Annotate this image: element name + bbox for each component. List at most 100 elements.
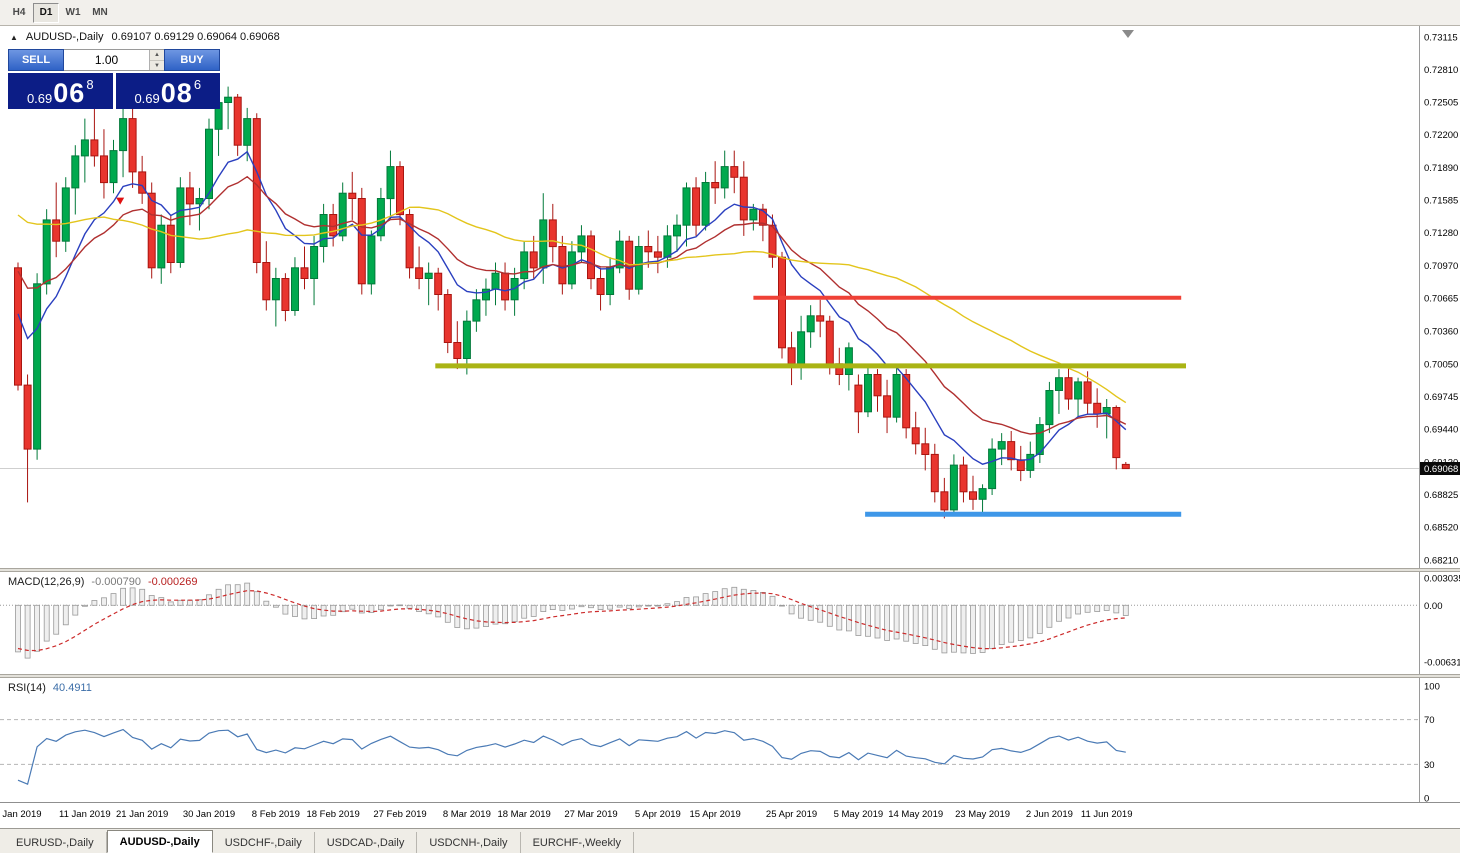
date-label: 27 Mar 2019 — [564, 809, 618, 820]
date-label: 21 Jan 2019 — [115, 809, 169, 820]
date-label: 14 May 2019 — [888, 809, 944, 820]
svg-text:0.71585: 0.71585 — [1424, 196, 1458, 207]
bid-pip-digit: 8 — [86, 77, 94, 92]
volume-spin-buttons[interactable]: ▲ ▼ — [149, 50, 164, 70]
svg-text:0: 0 — [1424, 794, 1429, 803]
rsi-value: 40.4911 — [52, 682, 92, 694]
symbol-marker-icon: ▲ — [10, 32, 18, 42]
svg-text:30: 30 — [1424, 760, 1435, 771]
svg-text:0.69068: 0.69068 — [1424, 464, 1458, 475]
trade-prices-row: 0.69 06 8 0.69 08 6 — [8, 73, 220, 109]
rsi-pane[interactable]: 100 70 30 0 RSI(14) 40.4911 — [0, 678, 1460, 802]
svg-text:0.003035: 0.003035 — [1424, 574, 1460, 585]
date-label: 18 Mar 2019 — [497, 809, 551, 820]
moving-averages-group — [17, 150, 1127, 465]
date-label: 23 May 2019 — [955, 809, 1011, 820]
date-label: 25 Apr 2019 — [765, 809, 818, 820]
current-price-tag — [1420, 462, 1460, 475]
timeframe-button-mn[interactable]: MN — [87, 3, 113, 23]
macd-pane[interactable]: 0.003035 0.00 -0.006311 MACD(12,26,9) -0.0… — [0, 572, 1460, 674]
ask-prefix: 0.69 — [134, 91, 160, 106]
svg-text:0.68520: 0.68520 — [1424, 522, 1458, 533]
date-label: 15 Apr 2019 — [689, 809, 741, 820]
chart-tab-usdchf-daily[interactable]: USDCHF-,Daily — [213, 832, 315, 853]
macd-main-value: -0.000790 — [91, 576, 141, 588]
svg-text:0.70970: 0.70970 — [1424, 261, 1458, 272]
svg-text:0.70665: 0.70665 — [1424, 294, 1458, 305]
svg-text:100: 100 — [1424, 682, 1440, 693]
date-label: 2 Jun 2019 — [1025, 809, 1073, 820]
timeframe-button-d1[interactable]: D1 — [33, 2, 59, 23]
rsi-chart[interactable]: 100 70 30 0 — [0, 678, 1460, 802]
date-label: 8 Mar 2019 — [442, 809, 491, 820]
svg-text:0.72505: 0.72505 — [1424, 98, 1458, 109]
pane-splitter-macd[interactable] — [0, 568, 1460, 572]
candlestick-chart[interactable]: 0.73115 0.72810 0.72505 0.72200 0.71890 0.715… — [0, 26, 1460, 568]
rsi-title: RSI(14) — [8, 682, 46, 694]
macd-label: MACD(12,26,9) -0.000790 -0.000269 — [8, 576, 198, 588]
price-chart-pane[interactable]: 0.73115 0.72810 0.72505 0.72200 0.71890 0.715… — [0, 26, 1460, 568]
macd-chart[interactable]: 0.003035 0.00 -0.006311 — [0, 572, 1460, 674]
ask-price-display[interactable]: 0.69 08 6 — [115, 73, 220, 109]
chart-ohlc-readout: ▲ AUDUSD-,Daily 0.69107 0.69129 0.69064 … — [10, 31, 280, 43]
sell-button[interactable]: SELL — [8, 49, 64, 71]
chart-tab-usdcnh-daily[interactable]: USDCNH-,Daily — [417, 832, 521, 853]
timeframe-toolbar: H4 D1 W1 MN — [0, 0, 1460, 26]
svg-text:0.72810: 0.72810 — [1424, 65, 1458, 76]
svg-text:0.00: 0.00 — [1424, 601, 1443, 612]
red-arrow-object[interactable] — [116, 197, 125, 205]
chart-tab-eurusd-daily[interactable]: EURUSD-,Daily — [4, 832, 107, 853]
time-axis[interactable]: 2 Jan 2019 11 Jan 2019 21 Jan 2019 30 Jan 2… — [0, 802, 1460, 828]
timeframe-button-h4[interactable]: H4 — [6, 3, 32, 23]
svg-text:0.69745: 0.69745 — [1424, 392, 1458, 403]
ma-20-line — [17, 175, 1127, 435]
svg-text:0.68210: 0.68210 — [1424, 556, 1458, 567]
bid-price-display[interactable]: 0.69 06 8 — [8, 73, 113, 109]
date-label: 27 Feb 2019 — [373, 809, 427, 820]
volume-down-icon[interactable]: ▼ — [154, 63, 160, 69]
macd-signal-line — [17, 590, 1126, 652]
macd-signal-value: -0.000269 — [147, 576, 198, 588]
chart-tab-usdcad-daily[interactable]: USDCAD-,Daily — [315, 832, 418, 853]
svg-text:0.72200: 0.72200 — [1424, 130, 1458, 141]
bid-main-digits: 06 — [53, 78, 86, 108]
rsi-label: RSI(14) 40.4911 — [8, 682, 92, 694]
ask-pip-digit: 6 — [193, 77, 202, 92]
ask-main-digits: 08 — [160, 78, 193, 108]
ma-40-line — [17, 206, 1127, 404]
one-click-trade-panel: SELL 1.00 ▲ ▼ BUY 0.69 06 8 0.69 08 6 — [8, 49, 220, 109]
svg-text:0.71890: 0.71890 — [1424, 163, 1458, 174]
date-label: 5 Apr 2019 — [634, 809, 681, 820]
svg-text:0.70360: 0.70360 — [1424, 326, 1458, 337]
date-label: 2 Jan 2019 — [0, 809, 42, 820]
date-label: 8 Feb 2019 — [251, 809, 300, 820]
volume-up-icon[interactable]: ▲ — [150, 50, 164, 61]
date-label: 18 Feb 2019 — [306, 809, 360, 820]
rsi-line — [17, 728, 1126, 786]
candles-group — [14, 86, 1130, 519]
price-axis-labels[interactable]: 0.73115 0.72810 0.72505 0.72200 0.71890 0.715… — [1424, 33, 1458, 567]
chart-shift-marker[interactable] — [1122, 30, 1134, 38]
svg-text:0.69440: 0.69440 — [1424, 424, 1458, 435]
trendlines-group[interactable] — [435, 295, 1186, 517]
timeframe-button-w1[interactable]: W1 — [60, 3, 86, 23]
bid-prefix: 0.69 — [26, 91, 53, 106]
macd-title: MACD(12,26,9) — [8, 576, 85, 588]
volume-spinbox[interactable]: 1.00 ▲ ▼ — [64, 49, 164, 71]
trade-controls-row: SELL 1.00 ▲ ▼ BUY — [8, 49, 220, 71]
symbol-label: AUDUSD-,Daily — [25, 31, 104, 43]
volume-value[interactable]: 1.00 — [94, 53, 119, 67]
date-label: 11 Jun 2019 — [1080, 809, 1133, 820]
svg-text:70: 70 — [1424, 715, 1435, 726]
pane-splitter-rsi[interactable] — [0, 674, 1460, 678]
svg-text:0.73115: 0.73115 — [1424, 33, 1458, 44]
svg-text:0.70050: 0.70050 — [1424, 359, 1458, 370]
svg-text:0.68825: 0.68825 — [1424, 490, 1458, 501]
ohlc-values: 0.69107 0.69129 0.69064 0.69068 — [111, 31, 280, 43]
chart-tab-audusd-daily[interactable]: AUDUSD-,Daily — [106, 830, 213, 853]
buy-button[interactable]: BUY — [164, 49, 220, 71]
svg-text:-0.006311: -0.006311 — [1424, 658, 1460, 669]
svg-text:0.71280: 0.71280 — [1424, 228, 1458, 239]
chart-tab-eurchf-weekly[interactable]: EURCHF-,Weekly — [521, 832, 634, 853]
